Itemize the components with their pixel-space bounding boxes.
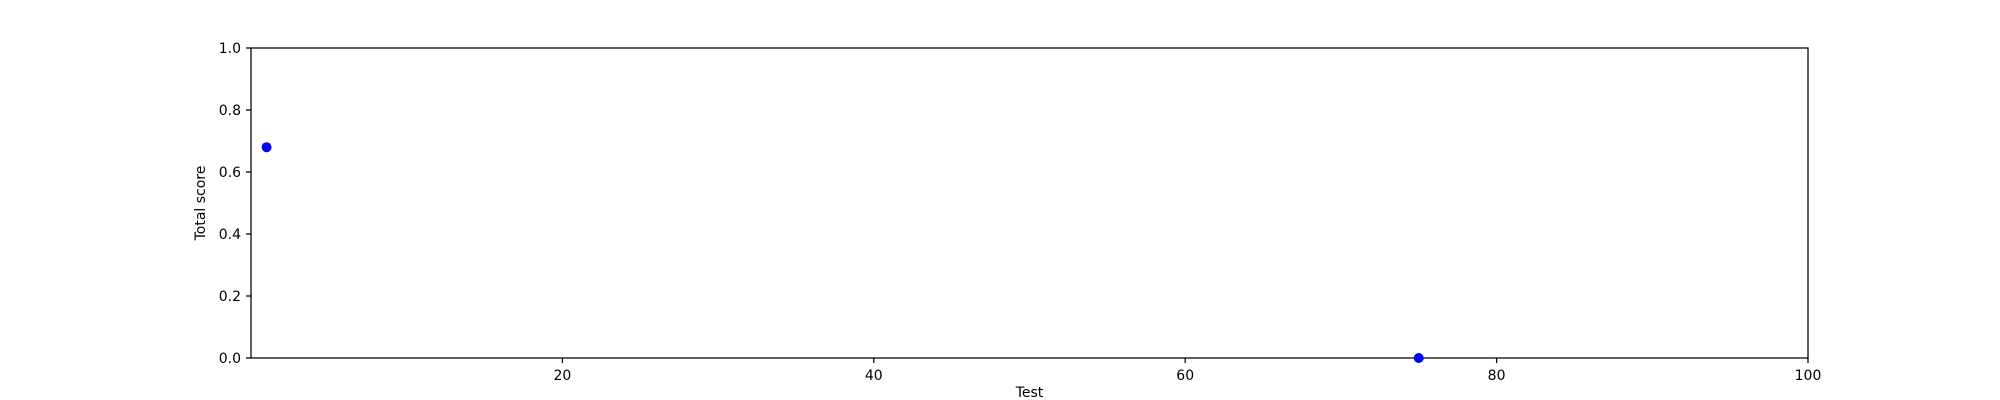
- y-tick-label: 0.6: [219, 165, 241, 181]
- y-tick-label: 1.0: [219, 41, 241, 57]
- y-tick-label: 0.4: [219, 227, 241, 243]
- plot-frame: [250, 47, 1809, 359]
- data-point: [1413, 353, 1424, 363]
- y-tick-label: 0.2: [219, 289, 241, 305]
- x-tick-label: 100: [1795, 368, 1822, 384]
- y-axis-label: Total score: [193, 166, 209, 242]
- x-tick-label: 60: [1176, 368, 1194, 384]
- x-tick-label: 20: [553, 368, 571, 384]
- data-point: [261, 142, 272, 153]
- axis-ticks: 20 40 60 80 100 0.0 0.2 0.4 0.6 0.8 1.0: [219, 41, 1822, 384]
- x-tick-label: 80: [1488, 368, 1506, 384]
- x-tick-label: 40: [865, 368, 883, 384]
- y-tick-label: 0.0: [219, 351, 241, 367]
- y-tick-label: 0.8: [219, 103, 241, 119]
- data-points: [261, 142, 1424, 363]
- x-axis-label: Test: [1015, 385, 1044, 400]
